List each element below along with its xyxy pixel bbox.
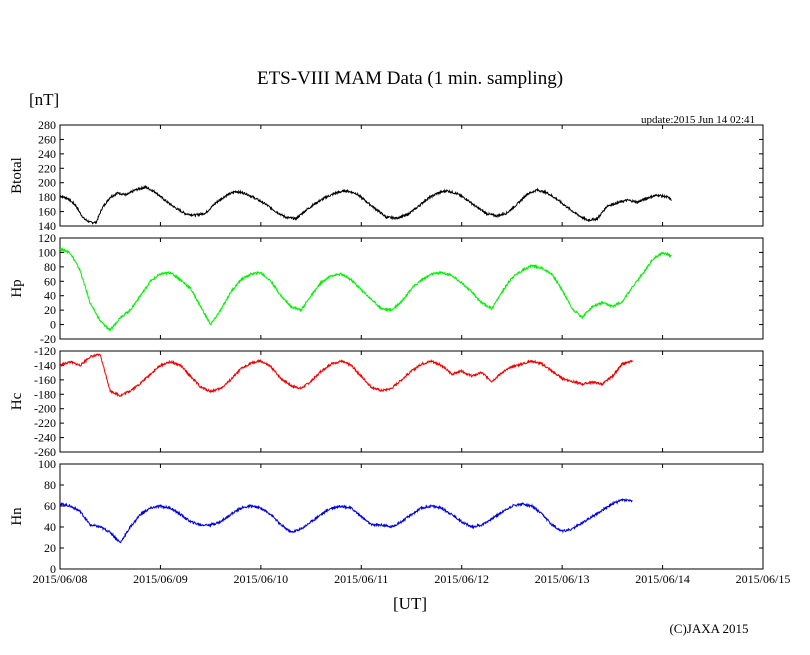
y-tick-label: -140 — [34, 358, 56, 372]
series-line-hp — [59, 246, 672, 332]
y-tick-label: 280 — [38, 118, 56, 132]
x-tick-label: 2015/06/11 — [334, 572, 388, 586]
y-tick-label: -240 — [34, 431, 56, 445]
y-tick-label: 0 — [50, 318, 56, 332]
y-tick-label: 200 — [38, 176, 56, 190]
x-tick-label: 2015/06/10 — [234, 572, 289, 586]
series-line-btotal — [59, 184, 672, 225]
panel-frame — [59, 350, 764, 453]
x-tick-label: 2015/06/14 — [635, 572, 690, 586]
panel-frame — [59, 124, 764, 227]
x-axis-label: [UT] — [393, 594, 427, 613]
y-tick-label: -120 — [34, 344, 56, 358]
y-tick-label: 40 — [44, 289, 56, 303]
x-tick-label: 2015/06/08 — [33, 572, 88, 586]
y-axis-label: Hn — [9, 507, 25, 526]
x-tick-label: 2015/06/13 — [535, 572, 590, 586]
x-axis-tick-labels: 2015/06/08 2015/06/09 2015/06/10 2015/06/11… — [33, 572, 791, 586]
y-tick-label: -260 — [34, 445, 56, 459]
panel-frame — [59, 237, 764, 340]
y-tick-label: 140 — [38, 219, 56, 233]
copyright: (C)JAXA 2015 — [669, 621, 748, 636]
y-tick-label: 100 — [38, 457, 56, 471]
panel-hn: 100 80 60 40 20 0 Hn — [9, 457, 764, 576]
y-tick-label: 180 — [38, 190, 56, 204]
y-tick-label: 220 — [38, 161, 56, 175]
y-tick-label: 60 — [44, 274, 56, 288]
y-axis-label: Hp — [9, 279, 25, 297]
series-line-hn — [59, 497, 633, 544]
chart-title: ETS-VIII MAM Data (1 min. sampling) — [257, 68, 563, 89]
y-tick-label: 20 — [44, 541, 56, 555]
x-tick-label: 2015/06/12 — [434, 572, 489, 586]
y-tick-label: 120 — [38, 231, 56, 245]
y-tick-label: 60 — [44, 499, 56, 513]
y-tick-label: 160 — [38, 205, 56, 219]
y-tick-label: 80 — [44, 260, 56, 274]
unit-label: [nT] — [29, 90, 59, 109]
y-tick-label: -160 — [34, 373, 56, 387]
y-tick-label: 20 — [44, 303, 56, 317]
y-tick-label: -180 — [34, 387, 56, 401]
y-tick-label: 260 — [38, 132, 56, 146]
y-axis-label: Btotal — [9, 157, 25, 194]
y-axis-label: Hc — [9, 392, 25, 410]
panels: 280260240220200180160140Btotal1201008060… — [9, 118, 764, 576]
series-line-hc — [59, 353, 633, 398]
y-tick-label: 0 — [50, 562, 56, 576]
y-tick-label: -220 — [34, 416, 56, 430]
update-timestamp: update:2015 Jun 14 02:41 — [641, 114, 755, 126]
y-tick-label: 80 — [44, 478, 56, 492]
y-tick-label: 100 — [38, 245, 56, 259]
y-tick-label: -20 — [40, 332, 56, 346]
x-tick-label: 2015/06/09 — [133, 572, 188, 586]
panel-hc: -120-140-160-180-200-220-240-260 Hc — [9, 344, 764, 459]
x-tick-label: 2015/06/15 — [736, 572, 791, 586]
y-tick-label: 40 — [44, 520, 56, 534]
y-tick-label: -200 — [34, 402, 56, 416]
y-tick-label: 240 — [38, 147, 56, 161]
panel-frame — [59, 463, 764, 570]
